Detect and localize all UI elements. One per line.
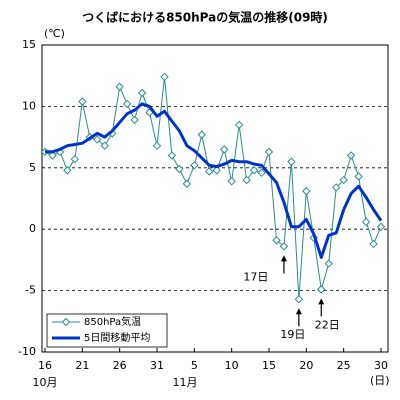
annotation-label: 19日 [280,328,305,341]
annotation-label: 22日 [315,318,340,331]
data-marker [197,130,207,139]
plot-frame [41,44,389,353]
data-marker [249,166,259,175]
y-tick-label: 10 [22,99,36,112]
y-tick-label: -5 [25,284,36,297]
data-line [44,76,382,300]
x-tick-label: 15 [262,359,276,372]
data-marker [152,141,162,150]
annotation-arrowhead [318,298,325,305]
data-marker [346,151,356,160]
chart-title: つくばにおける850hPaの気温の推移(09時) [82,10,328,25]
data-marker [115,82,124,91]
legend-label: 5日間移動平均 [84,331,150,344]
data-marker [100,141,109,150]
data-marker [78,97,87,106]
data-marker [354,172,363,181]
data-marker [339,175,348,185]
x-tick-label: 25 [337,359,351,372]
legend-label: 850hPa気温 [84,315,141,328]
moving-average-line [45,102,383,259]
data-marker [376,222,386,231]
y-tick-label: 5 [29,161,36,174]
data-marker [287,157,296,166]
data-marker [190,161,199,170]
annotation-arrowhead [295,308,302,315]
data-marker [317,285,326,294]
data-marker [279,242,289,251]
y-tick-label: 0 [29,222,36,235]
data-marker [219,145,229,154]
annotation-arrowhead [280,255,287,262]
legend-marker [61,317,71,327]
data-marker [302,186,311,196]
data-marker [264,147,274,157]
month-label: 10月 [33,376,58,389]
data-marker [272,236,281,245]
data-marker [63,166,72,175]
data-marker [70,154,80,164]
data-marker [205,167,214,176]
data-marker [212,166,221,175]
annotation-label: 17日 [243,270,268,283]
data-marker [242,175,251,185]
y-tick-label: 15 [22,38,36,51]
x-tick-label: 10 [225,359,239,372]
x-tick-label: 31 [150,359,164,372]
data-marker [93,135,102,144]
data-marker [122,99,132,109]
data-marker [324,259,333,268]
data-marker [331,183,341,192]
y-unit-label: (℃) [44,27,65,40]
month-label: 11月 [172,376,197,389]
data-marker [227,177,236,186]
x-tick-label: 26 [113,359,127,372]
data-marker [369,239,378,249]
data-marker [294,294,304,304]
data-marker [130,115,139,125]
data-marker [137,88,147,98]
data-marker [361,217,371,227]
data-marker [175,164,184,174]
x-tick-label: 30 [374,359,388,372]
x-tick-label: 5 [191,359,198,372]
x-unit-label: (日) [370,374,390,387]
data-marker [160,72,169,82]
x-tick-label: 21 [75,359,89,372]
x-tick-label: 20 [299,359,313,372]
data-marker [167,151,177,160]
x-tick-label: 16 [38,359,52,372]
data-marker [257,168,266,177]
data-marker [182,179,192,188]
data-marker [234,120,244,130]
data-marker [48,151,57,160]
y-tick-label: -10 [18,345,36,358]
